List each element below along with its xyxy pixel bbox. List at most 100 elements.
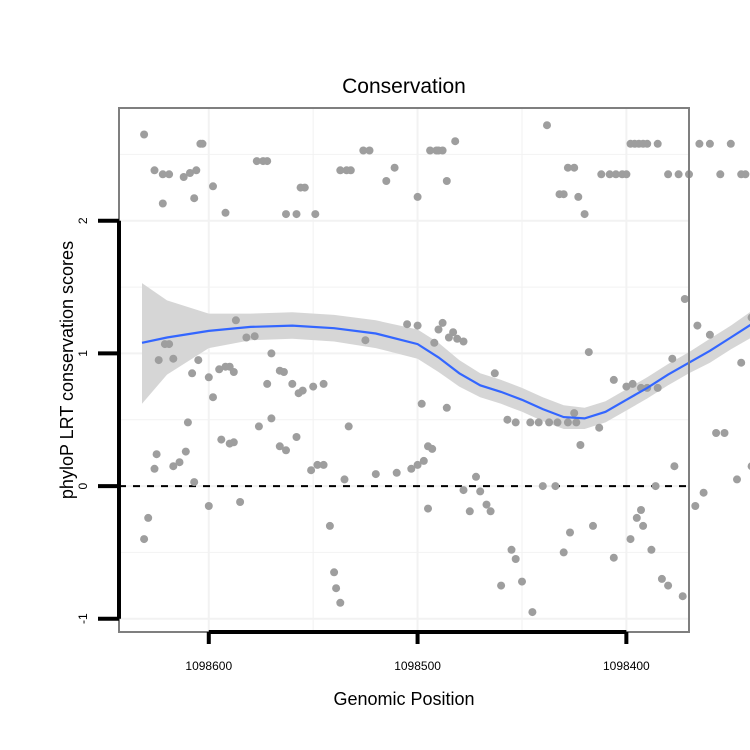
data-point (424, 504, 432, 513)
data-point (319, 379, 328, 388)
axes: 1098600 1098500 1098400 -1 0 1 2 (76, 217, 650, 673)
smooth-line (141, 323, 750, 420)
data-point (250, 332, 259, 341)
data-point (309, 382, 318, 391)
data-point (518, 577, 526, 586)
data-point (570, 163, 579, 172)
data-point (566, 528, 574, 537)
data-point (651, 482, 660, 491)
data-point (413, 460, 422, 469)
data-point (609, 375, 618, 384)
data-point (580, 210, 589, 219)
data-point (693, 321, 702, 330)
data-point (204, 502, 213, 510)
data-point (392, 468, 401, 477)
data-point (705, 139, 714, 148)
y-tick-label: 1 (76, 350, 90, 357)
data-point (705, 330, 714, 339)
data-point (371, 470, 380, 479)
data-point (622, 170, 631, 179)
data-point (150, 464, 159, 473)
data-point (472, 472, 480, 481)
data-point (442, 177, 451, 185)
data-point (528, 608, 537, 617)
data-point (313, 460, 322, 469)
data-point (165, 170, 174, 179)
data-point (252, 157, 261, 166)
data-point (680, 295, 689, 303)
data-point (747, 462, 750, 470)
data-point (336, 598, 345, 607)
data-point (486, 507, 495, 516)
data-point (169, 354, 178, 363)
data-point (346, 166, 355, 175)
data-point (543, 121, 551, 130)
data-point (551, 482, 560, 491)
data-point (407, 464, 416, 473)
data-point (553, 418, 562, 427)
data-point (275, 442, 284, 451)
data-point (419, 456, 428, 465)
data-point (336, 166, 345, 175)
data-point (511, 555, 520, 563)
data-point (609, 553, 618, 562)
data-point (229, 438, 238, 447)
data-point (611, 170, 620, 179)
x-tick-label: 1098500 (394, 659, 441, 673)
data-point (403, 320, 412, 329)
data-point (449, 328, 458, 337)
data-point (716, 170, 725, 179)
data-point (737, 358, 746, 367)
data-point (589, 521, 597, 530)
data-point (209, 393, 217, 402)
data-point (279, 368, 288, 376)
data-point (643, 139, 652, 148)
data-point (691, 502, 700, 510)
data-point (626, 535, 635, 544)
data-point (576, 441, 585, 449)
data-point (236, 498, 245, 506)
data-point (204, 373, 213, 382)
data-point (534, 418, 543, 427)
data-point (595, 423, 604, 432)
data-point (678, 592, 687, 601)
data-point (453, 334, 462, 343)
data-point (254, 422, 263, 431)
data-point (183, 418, 192, 427)
data-point (653, 139, 662, 148)
data-point (563, 418, 572, 427)
data-point (657, 574, 666, 583)
data-point (670, 462, 679, 471)
data-point (332, 584, 341, 593)
data-point (572, 418, 581, 427)
x-axis-title: Genomic Position (333, 689, 474, 709)
data-point (194, 356, 203, 365)
data-point (695, 139, 704, 148)
confidence-band (142, 283, 750, 429)
data-point (574, 192, 583, 201)
data-point (747, 313, 750, 322)
data-point (229, 368, 238, 376)
data-point (726, 139, 735, 148)
data-point (311, 210, 320, 219)
data-point (140, 130, 149, 139)
data-point (215, 365, 224, 374)
data-point (720, 429, 729, 437)
data-point (647, 545, 656, 554)
data-point (664, 581, 673, 590)
data-point (300, 183, 309, 192)
data-point (434, 325, 443, 334)
data-point (563, 163, 572, 172)
data-point (442, 403, 451, 412)
data-point (559, 190, 568, 199)
data-point (242, 333, 251, 342)
data-point (263, 379, 272, 388)
data-point (150, 166, 159, 175)
data-point (451, 137, 460, 146)
data-point (413, 321, 422, 330)
data-point (140, 535, 149, 544)
y-tick-label: 0 (76, 482, 90, 489)
data-point (181, 447, 190, 456)
data-point (430, 338, 439, 347)
